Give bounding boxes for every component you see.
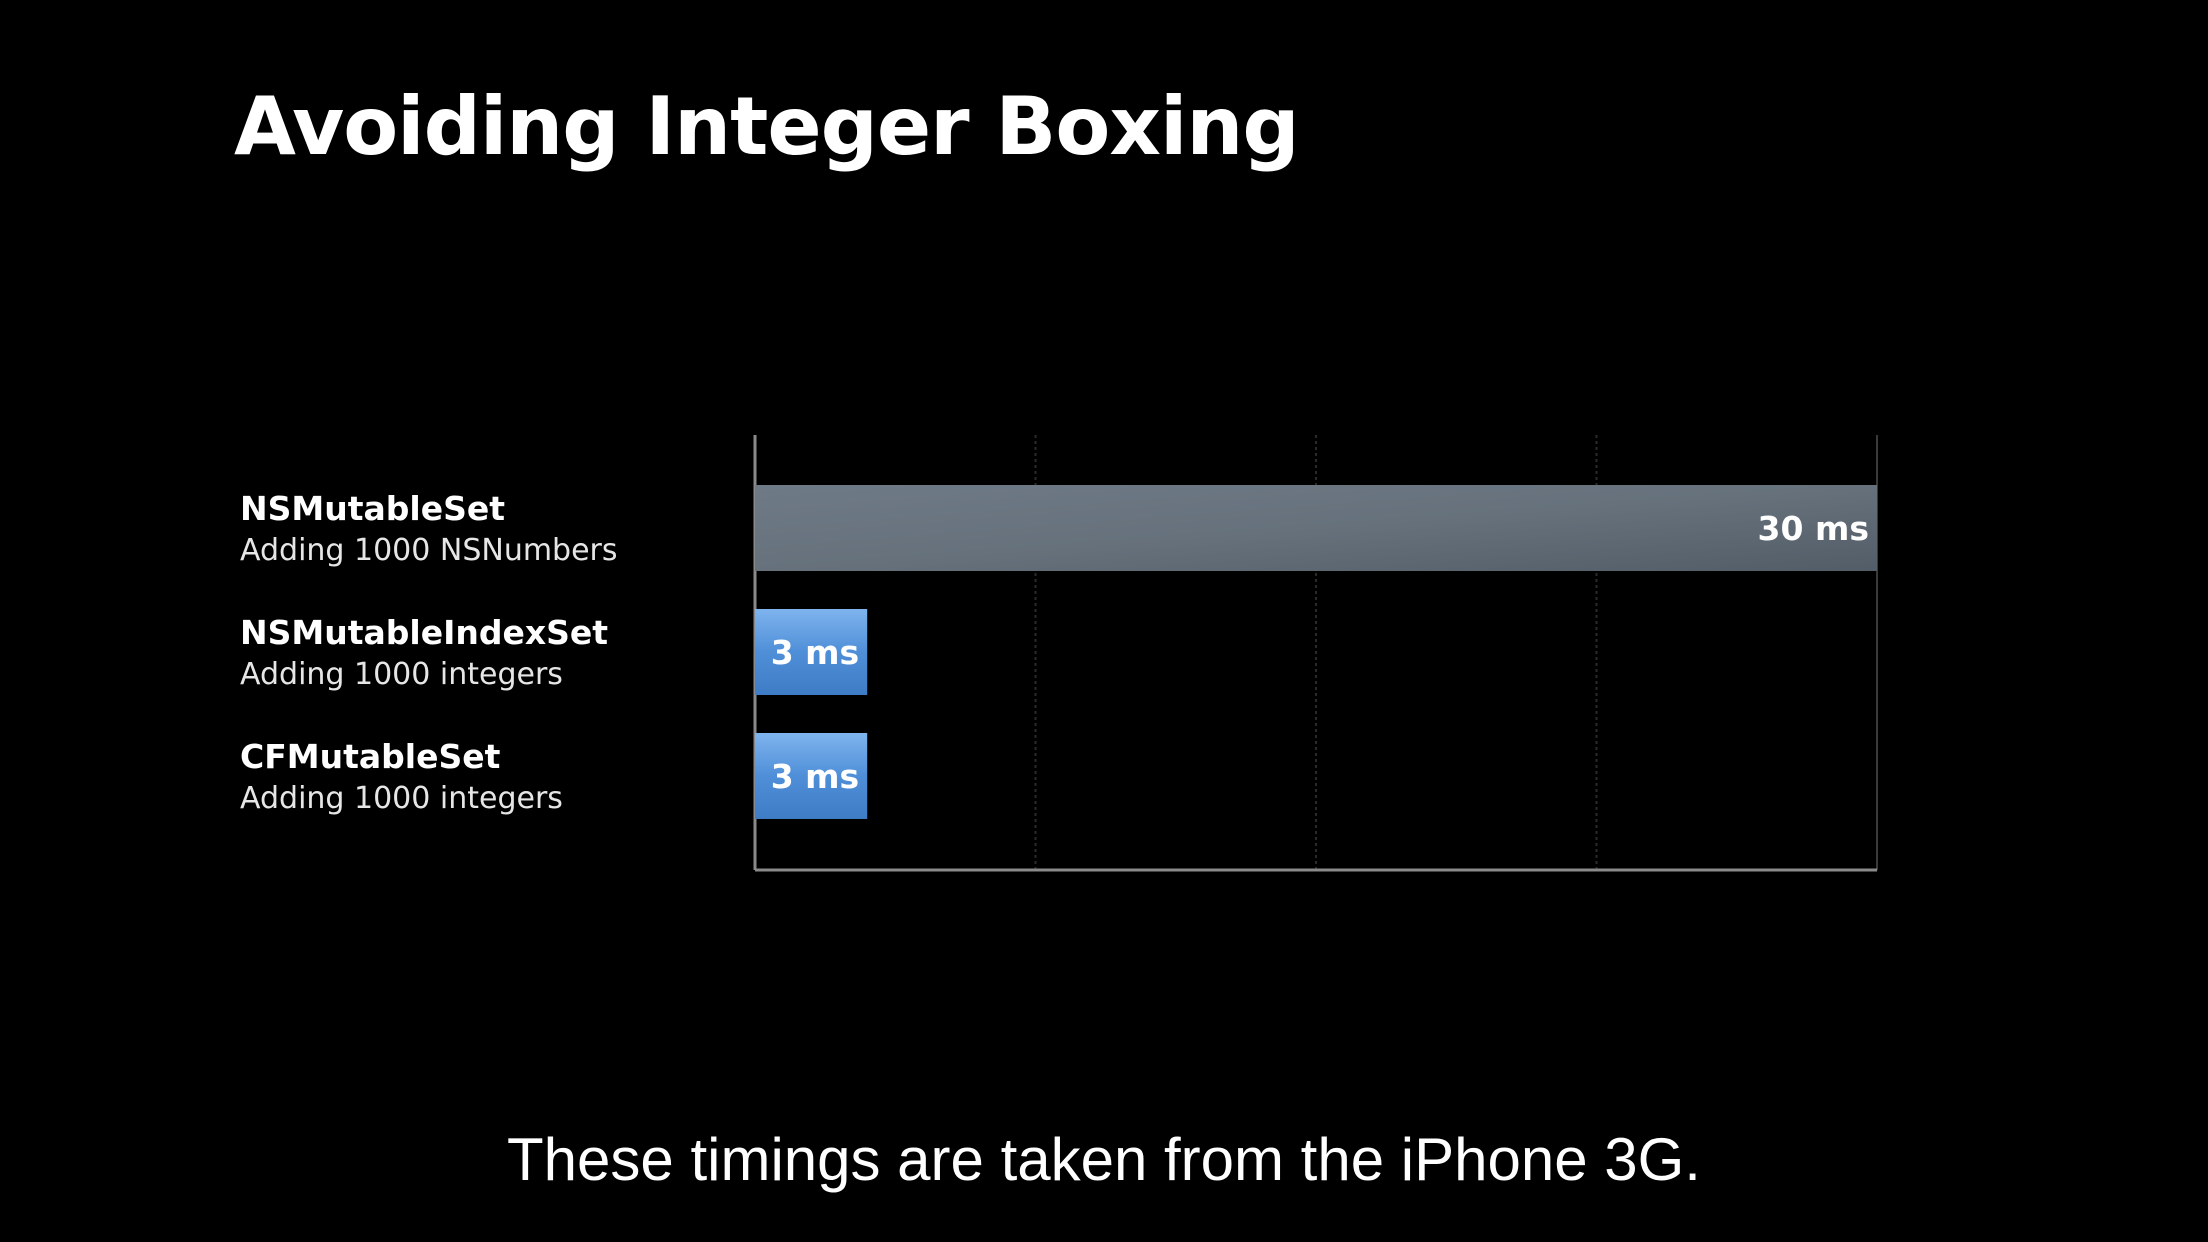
category-detail-label: Adding 1000 NSNumbers (240, 533, 618, 568)
slide-title: Avoiding Integer Boxing (234, 80, 1300, 173)
bar-value-label: 30 ms (1758, 509, 1869, 548)
category-label: NSMutableSet (240, 489, 505, 528)
category-label: NSMutableIndexSet (240, 613, 608, 652)
category-detail-label: Adding 1000 integers (240, 781, 563, 816)
bar-value-label: 3 ms (771, 633, 859, 672)
bar-value-label: 3 ms (771, 757, 859, 796)
bar-cfmutableset (755, 733, 868, 819)
category-label: CFMutableSet (240, 737, 501, 776)
category-detail-label: Adding 1000 integers (240, 657, 563, 692)
bar-nsmutableindexset (755, 609, 868, 695)
subtitle-caption: These timings are taken from the iPhone … (507, 1126, 1701, 1193)
bar-nsmutableset (755, 485, 1877, 571)
